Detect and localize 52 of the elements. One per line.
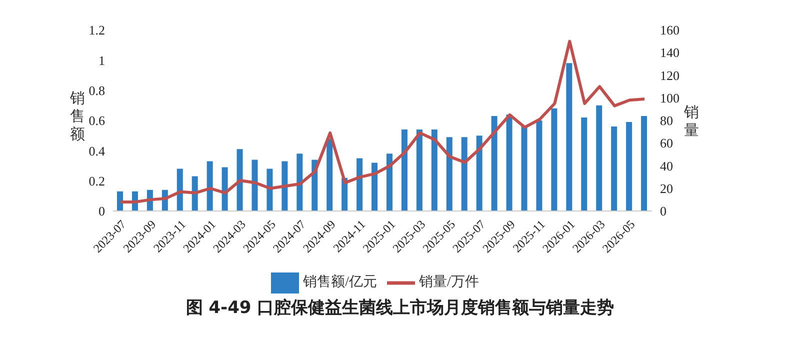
y2-tick-label: 0 xyxy=(660,204,666,219)
y2-tick-label: 80 xyxy=(660,113,673,128)
y-tick-label: 1.2 xyxy=(88,22,105,38)
bar xyxy=(266,168,273,211)
bar xyxy=(372,162,378,211)
bar xyxy=(416,130,422,211)
y-tick-label: 0 xyxy=(98,204,105,219)
bar xyxy=(566,63,572,211)
bar xyxy=(401,130,408,211)
y-tick-label: 0.4 xyxy=(88,143,106,158)
bar xyxy=(551,108,558,211)
bar xyxy=(206,161,213,211)
bar xyxy=(236,149,243,211)
bar xyxy=(581,117,588,211)
legend-label: 销量/万件 xyxy=(419,275,479,290)
y2-axis-title: 销量 xyxy=(684,104,700,140)
y2-tick-label: 120 xyxy=(660,68,680,83)
y-tick-label: 0.2 xyxy=(88,173,105,188)
y-axis-title: 销售额 xyxy=(70,90,86,144)
legend-label: 销售额/亿元 xyxy=(303,275,377,290)
y2-tick-label: 160 xyxy=(660,22,680,38)
bar xyxy=(222,167,228,211)
y2-tick-label: 140 xyxy=(660,45,680,60)
bar xyxy=(252,160,258,211)
bar xyxy=(506,114,512,211)
bar xyxy=(282,161,288,211)
bar xyxy=(641,116,648,211)
bar xyxy=(326,138,333,211)
text: 图 4-49 口腔保健益生菌线上市场月度销售额与销量走势 xyxy=(184,297,616,319)
bar xyxy=(431,130,438,211)
bar xyxy=(611,126,618,211)
y2-tick-label: 40 xyxy=(660,158,673,174)
bar xyxy=(446,137,452,211)
y2-tick-label: 100 xyxy=(660,90,680,106)
bar xyxy=(626,122,632,211)
bar xyxy=(521,126,528,211)
bar xyxy=(536,120,542,211)
bar xyxy=(476,136,482,211)
bar xyxy=(356,158,363,211)
bar xyxy=(386,154,392,211)
y-tick-label: 1 xyxy=(98,52,105,68)
y-tick-label: 0.6 xyxy=(88,113,106,128)
bar xyxy=(176,168,183,211)
y2-tick-label: 20 xyxy=(660,180,673,196)
y-tick-label: 0.8 xyxy=(88,82,105,98)
bar xyxy=(117,191,123,211)
bar xyxy=(596,105,602,211)
bar xyxy=(491,116,498,211)
y2-tick-label: 60 xyxy=(660,136,673,151)
line-series xyxy=(118,40,646,204)
bar xyxy=(461,137,468,211)
bar xyxy=(296,154,303,211)
